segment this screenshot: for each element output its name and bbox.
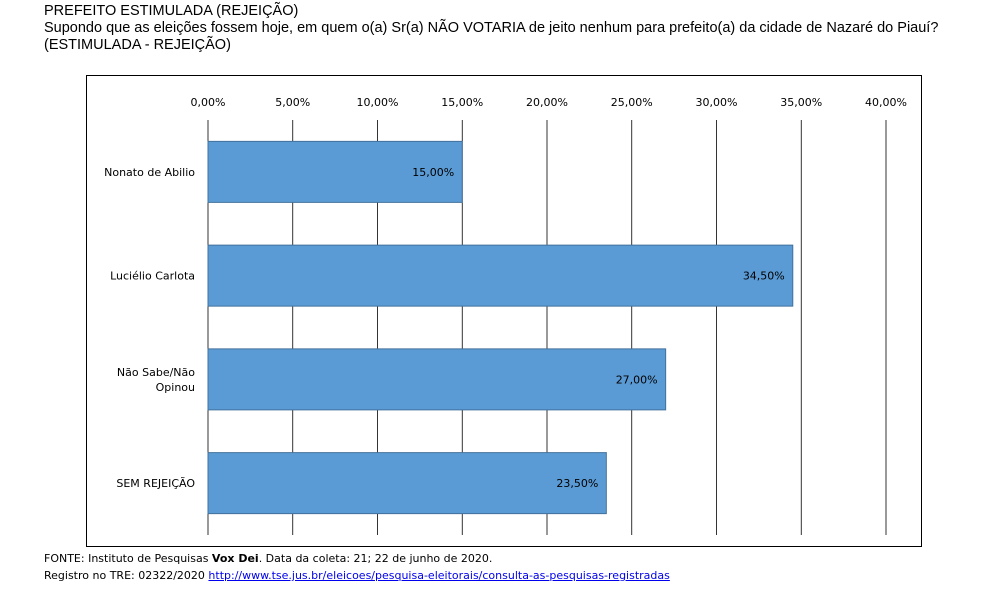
data-label-3: 23,50% [556,477,598,490]
category-label-3: SEM REJEIÇÃO [116,477,195,490]
tick-label-5: 25,00% [611,96,653,109]
registry-note: Registro no TRE: 02322/2020 http://www.t… [44,569,670,582]
bar-0 [207,140,463,203]
category-label-2: Não Sabe/Não Opinou [117,366,195,394]
registry-link[interactable]: http://www.tse.jus.br/eleicoes/pesquisa-… [208,569,670,582]
tick-label-2: 10,00% [357,96,399,109]
data-label-1: 34,50% [743,270,785,283]
question-type: (ESTIMULADA - REJEIÇÃO) [44,37,231,53]
source-prefix: FONTE: Instituto de Pesquisas [44,552,212,565]
source-institute: Vox Dei [211,552,259,565]
category-label-1: Luciélio Carlota [110,270,195,283]
source-note: FONTE: Instituto de Pesquisas Vox Dei. D… [44,552,492,565]
data-label-0: 15,00% [412,166,454,179]
bar-chart: 0,00% 5,00% 10,00% 15,00% 20,00% 25,00% 30,00%… [104,96,907,535]
tick-label-7: 35,00% [780,96,822,109]
tick-label-0: 0,00% [191,96,226,109]
tick-label-3: 15,00% [441,96,483,109]
tick-label-6: 30,00% [696,96,738,109]
bar-1 [207,244,794,307]
tick-label-4: 20,00% [526,96,568,109]
bar-3 [207,452,607,515]
category-label-0: Nonato de Abilio [104,166,195,179]
source-suffix: . Data da coleta: 21; 22 de junho de 202… [258,552,493,565]
registry-label: Registro no TRE: 02322/2020 [44,569,209,582]
data-label-2: 27,00% [616,373,658,386]
chart-title: PREFEITO ESTIMULADA (REJEIÇÃO) [44,3,299,19]
survey-question: Supondo que as eleições fossem hoje, em … [44,20,939,36]
tick-label-1: 5,00% [275,96,310,109]
tick-label-8: 40,00% [865,96,907,109]
bar-2 [207,348,667,411]
